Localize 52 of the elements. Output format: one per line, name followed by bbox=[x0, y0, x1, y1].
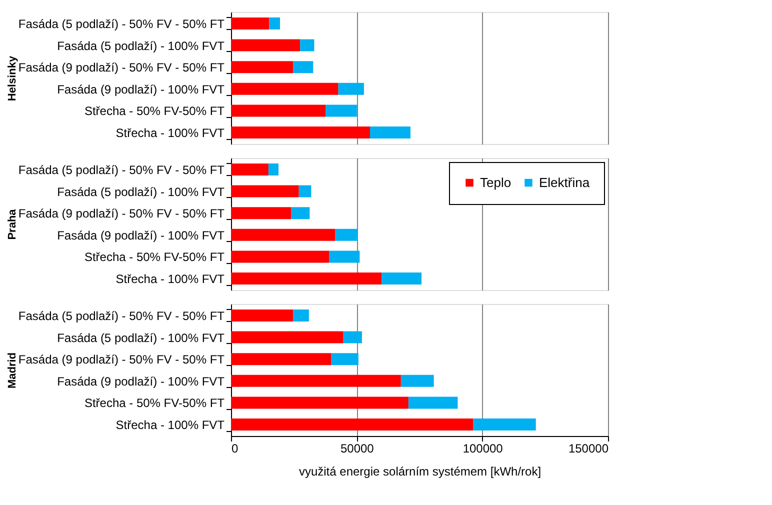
bar bbox=[370, 126, 410, 139]
y-tick-label: Střecha - 100% FVT bbox=[116, 418, 226, 432]
bar bbox=[298, 185, 312, 198]
y-axis-title: Praha bbox=[6, 208, 18, 240]
bar bbox=[231, 207, 292, 220]
y-tick-label: Fasáda (9 podlaží) - 100% FVT bbox=[57, 374, 226, 388]
bar bbox=[231, 126, 370, 139]
bar bbox=[231, 185, 299, 198]
legend-label: Teplo bbox=[480, 174, 512, 190]
y-tick-label: Fasáda (5 podlaží) - 50% FV - 50% FT bbox=[18, 162, 226, 177]
y-tick-label: Fasáda (5 podlaží) - 50% FV - 50% FT bbox=[18, 308, 226, 323]
bar bbox=[231, 39, 300, 52]
y-tick-label: Fasáda (9 podlaží) - 100% FVT bbox=[57, 228, 226, 242]
y-tick-label: Fasáda (9 podlaží) - 50% FV - 50% FT bbox=[18, 60, 226, 75]
y-tick-label: Fasáda (9 podlaží) - 50% FV - 50% FT bbox=[18, 206, 226, 221]
y-tick-label: Střecha - 100% FVT bbox=[116, 272, 226, 286]
y-tick-label: Fasáda (5 podlaží) - 100% FVT bbox=[57, 38, 226, 53]
bar bbox=[231, 82, 338, 95]
y-tick-label: Střecha - 50% FV-50% FT bbox=[84, 250, 226, 264]
x-axis-title: využitá energie solárním systémem [kWh/rok] bbox=[298, 464, 542, 478]
x-tick-label: 0 bbox=[232, 442, 238, 456]
bar bbox=[231, 163, 268, 176]
x-tick-label: 50000 bbox=[340, 442, 374, 456]
y-tick-label: Fasáda (5 podlaží) - 50% FV - 50% FT bbox=[18, 16, 226, 31]
x-tick-label: 150000 bbox=[568, 442, 609, 456]
bar bbox=[291, 207, 310, 220]
bar bbox=[231, 17, 270, 30]
y-tick-label: Fasáda (9 podlaží) - 50% FV - 50% FT bbox=[18, 352, 226, 367]
y-tick-label: Fasáda (5 podlaží) - 100% FVT bbox=[57, 184, 226, 199]
x-tick-label: 100000 bbox=[462, 442, 504, 456]
bar bbox=[231, 104, 326, 117]
bar bbox=[231, 250, 330, 263]
legend-label: Elektřina bbox=[539, 174, 590, 190]
y-tick-label: Fasáda (9 podlaží) - 100% FVT bbox=[57, 82, 226, 96]
y-axis-title: Helsinky bbox=[6, 54, 18, 102]
bar bbox=[269, 17, 280, 30]
y-tick-label: Fasáda (5 podlaží) - 100% FVT bbox=[57, 330, 226, 345]
bar bbox=[231, 61, 294, 74]
bar bbox=[338, 82, 364, 95]
bar bbox=[231, 228, 336, 241]
bar bbox=[335, 228, 358, 241]
bar bbox=[382, 272, 422, 285]
bar bbox=[231, 272, 382, 285]
bar bbox=[268, 163, 278, 176]
bar bbox=[293, 61, 314, 74]
y-tick-label: Střecha - 50% FV-50% FT bbox=[84, 396, 226, 410]
y-tick-label: Střecha - 100% FVT bbox=[116, 126, 226, 140]
bar bbox=[329, 250, 360, 263]
bar bbox=[326, 104, 357, 117]
bar bbox=[300, 39, 314, 52]
y-axis-title: Madrid bbox=[6, 352, 18, 389]
y-tick-label: Střecha - 50% FV-50% FT bbox=[84, 104, 226, 118]
